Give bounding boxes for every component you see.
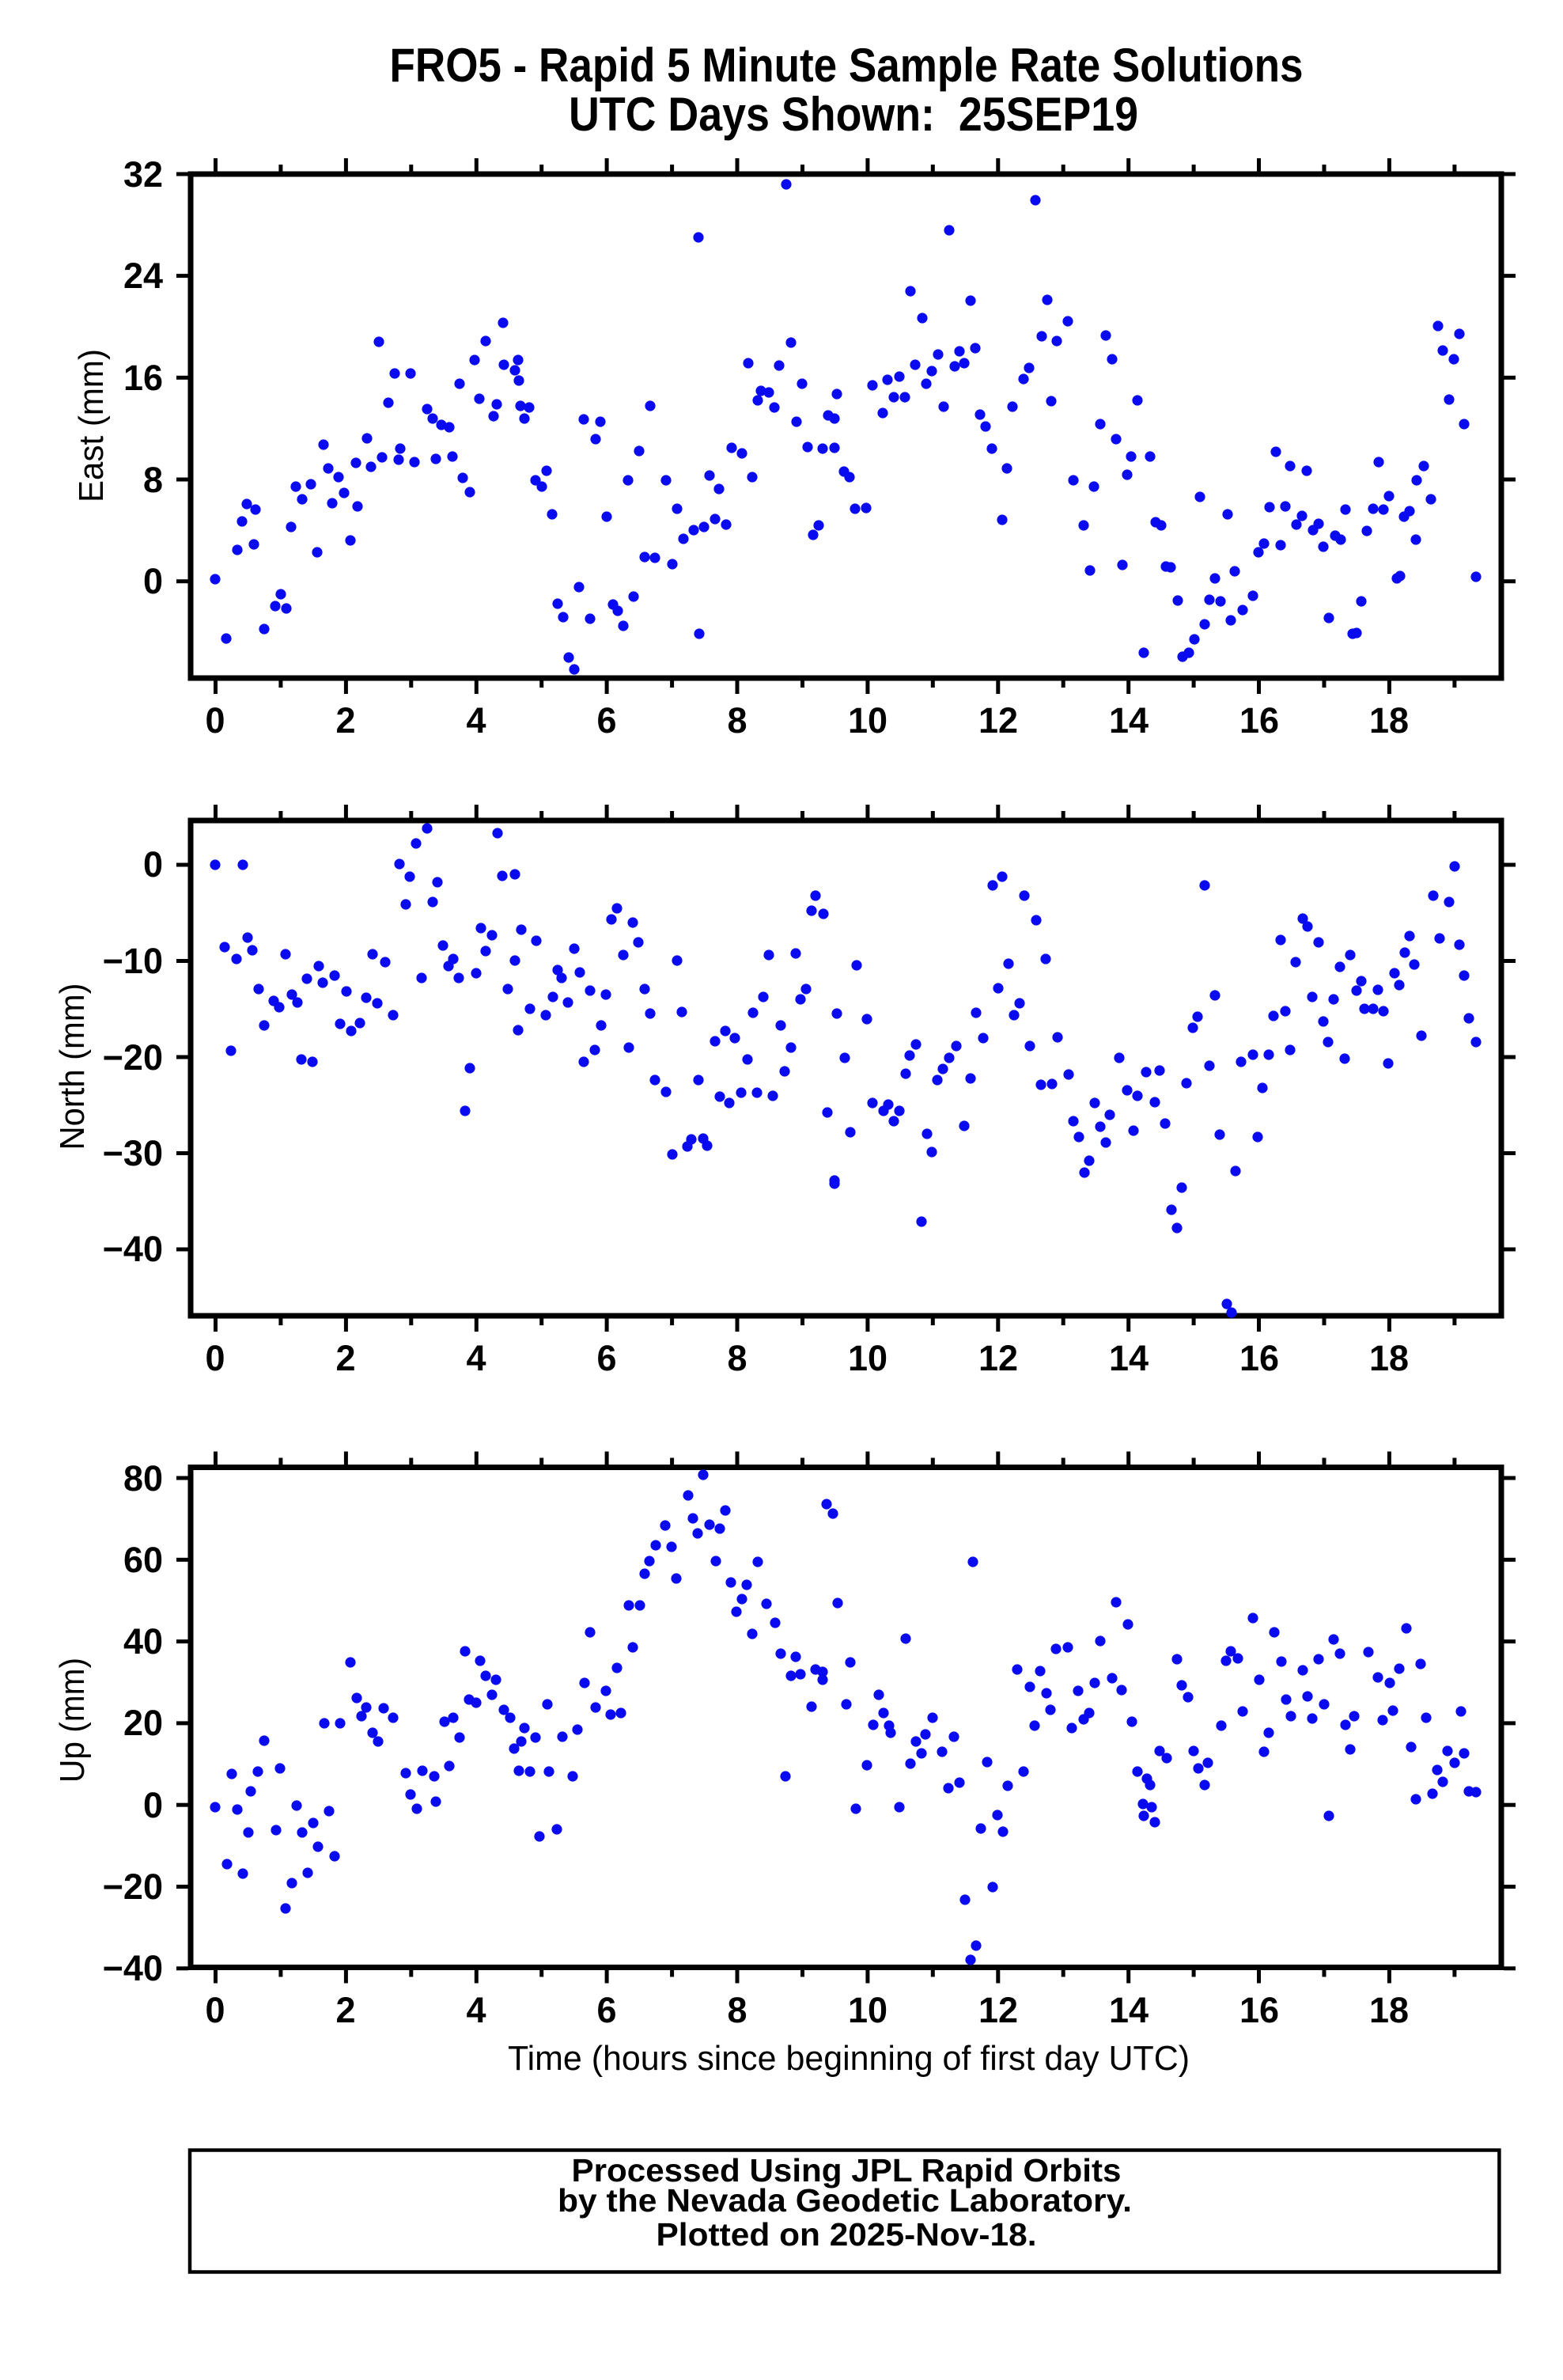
- svg-text:32: 32: [123, 154, 163, 195]
- svg-text:4: 4: [466, 700, 486, 741]
- svg-text:East (mm): East (mm): [72, 349, 111, 502]
- svg-text:FRO5 - Rapid 5 Minute Sample R: FRO5 - Rapid 5 Minute Sample Rate Soluti…: [390, 39, 1304, 92]
- svg-text:14: 14: [1109, 1338, 1149, 1378]
- svg-text:40: 40: [123, 1621, 163, 1662]
- svg-text:18: 18: [1369, 1990, 1409, 2030]
- svg-text:18: 18: [1369, 1338, 1409, 1378]
- svg-text:2: 2: [335, 700, 355, 741]
- svg-text:−20: −20: [103, 1037, 163, 1078]
- svg-text:10: 10: [848, 1338, 887, 1378]
- svg-text:24: 24: [123, 256, 163, 296]
- svg-text:UTC Days Shown: 25SEP19: UTC Days Shown: 25SEP19: [569, 88, 1138, 141]
- svg-text:2: 2: [335, 1990, 355, 2030]
- svg-text:4: 4: [466, 1990, 486, 2030]
- svg-text:8: 8: [727, 1990, 747, 2030]
- svg-text:10: 10: [848, 1990, 887, 2030]
- svg-text:6: 6: [596, 1338, 616, 1378]
- svg-text:20: 20: [123, 1703, 163, 1743]
- svg-text:12: 12: [978, 700, 1018, 741]
- svg-text:16: 16: [1239, 700, 1279, 741]
- svg-text:0: 0: [143, 1785, 163, 1825]
- svg-text:North (mm): North (mm): [53, 983, 92, 1150]
- svg-text:−20: −20: [103, 1866, 163, 1907]
- svg-text:16: 16: [1239, 1338, 1279, 1378]
- svg-text:−40: −40: [103, 1229, 163, 1269]
- svg-text:8: 8: [727, 1338, 747, 1378]
- svg-text:8: 8: [143, 460, 163, 500]
- svg-text:12: 12: [978, 1990, 1018, 2030]
- svg-text:0: 0: [205, 700, 225, 741]
- svg-text:Up (mm): Up (mm): [53, 1658, 92, 1783]
- svg-text:60: 60: [123, 1540, 163, 1580]
- svg-text:by the Nevada Geodetic Laborat: by the Nevada Geodetic Laboratory.: [558, 2182, 1132, 2219]
- svg-text:16: 16: [1239, 1990, 1279, 2030]
- svg-text:14: 14: [1109, 700, 1149, 741]
- svg-text:12: 12: [978, 1338, 1018, 1378]
- svg-text:Processed Using JPL Rapid Orbi: Processed Using JPL Rapid Orbits: [572, 2152, 1122, 2189]
- svg-text:10: 10: [848, 700, 887, 741]
- svg-text:0: 0: [143, 561, 163, 601]
- svg-text:−30: −30: [103, 1133, 163, 1173]
- svg-text:80: 80: [123, 1458, 163, 1499]
- svg-text:18: 18: [1369, 700, 1409, 741]
- svg-text:14: 14: [1109, 1990, 1149, 2030]
- svg-text:6: 6: [596, 700, 616, 741]
- svg-text:−40: −40: [103, 1948, 163, 1988]
- svg-text:4: 4: [466, 1338, 486, 1378]
- svg-text:6: 6: [596, 1990, 616, 2030]
- svg-text:0: 0: [143, 844, 163, 885]
- svg-text:0: 0: [205, 1338, 225, 1378]
- svg-text:Time (hours since beginning of: Time (hours since beginning of first day…: [508, 2039, 1190, 2078]
- svg-text:Plotted on 2025-Nov-18.: Plotted on 2025-Nov-18.: [657, 2216, 1037, 2253]
- svg-text:−10: −10: [103, 941, 163, 981]
- svg-text:0: 0: [205, 1990, 225, 2030]
- svg-text:8: 8: [727, 700, 747, 741]
- svg-text:16: 16: [123, 358, 163, 398]
- svg-text:2: 2: [335, 1338, 355, 1378]
